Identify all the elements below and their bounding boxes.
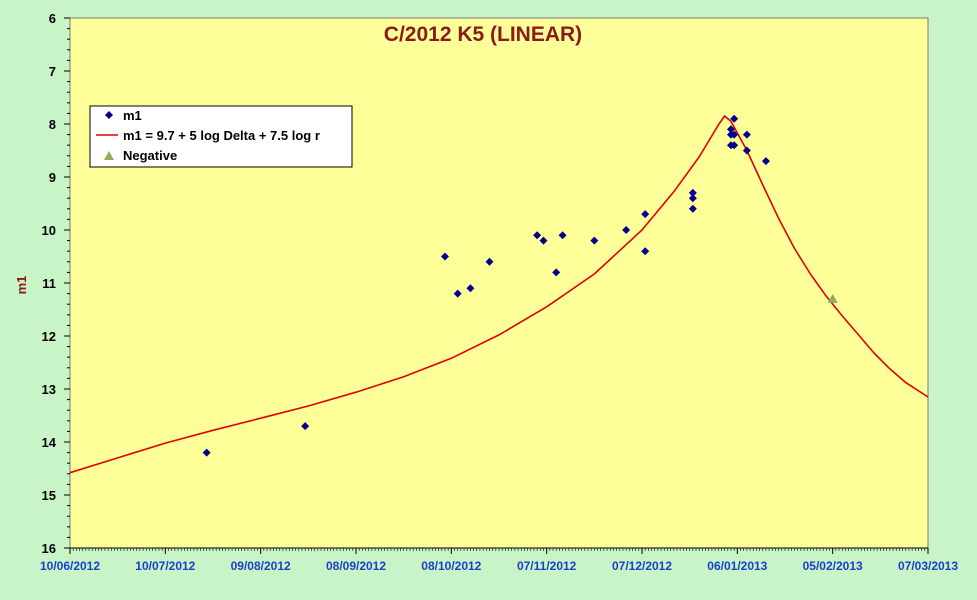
y-tick-label: 16 xyxy=(42,541,56,556)
y-tick-label: 8 xyxy=(49,117,56,132)
negative-point xyxy=(827,293,838,303)
model-curve xyxy=(69,115,929,474)
m1-point xyxy=(742,146,751,155)
x-tick-label: 08/09/2012 xyxy=(326,559,386,573)
legend: m1 m1 = 9.7 + 5 log Delta + 7.5 log r Ne… xyxy=(89,105,353,168)
y-tick-label: 9 xyxy=(49,170,56,185)
m1-point xyxy=(301,422,310,431)
y-axis: 6 7 8 9 10 11 12 13 14 15 16 xyxy=(42,11,70,556)
m1-point xyxy=(730,141,739,150)
m1-point xyxy=(440,252,449,261)
m1-point xyxy=(590,236,599,245)
y-tick-label: 10 xyxy=(42,223,56,238)
series-layer xyxy=(69,114,929,474)
legend-label-model: m1 = 9.7 + 5 log Delta + 7.5 log r xyxy=(123,128,320,143)
m1-point xyxy=(539,236,548,245)
legend-label-m1: m1 xyxy=(123,108,142,123)
y-tick-label: 13 xyxy=(42,382,56,397)
y-tick-label: 6 xyxy=(49,11,56,26)
x-tick-label: 10/06/2012 xyxy=(40,559,100,573)
x-tick-label: 06/01/2013 xyxy=(707,559,767,573)
m1-point xyxy=(761,157,770,166)
m1-point xyxy=(558,231,567,240)
x-tick-label: 07/12/2012 xyxy=(612,559,672,573)
legend-marker-m1 xyxy=(105,111,113,119)
y-tick-label: 15 xyxy=(42,488,56,503)
legend-box xyxy=(89,105,353,168)
m1-point xyxy=(730,114,739,123)
x-tick-label: 07/03/2013 xyxy=(898,559,958,573)
m1-point xyxy=(726,125,735,134)
plot-area xyxy=(69,17,929,549)
y-tick-label: 11 xyxy=(42,276,56,291)
y-tick-label: 14 xyxy=(42,435,57,450)
m1-point xyxy=(730,130,739,139)
m1-point xyxy=(742,130,751,139)
m1-point xyxy=(453,289,462,298)
x-tick-label: 05/02/2013 xyxy=(803,559,863,573)
m1-point xyxy=(641,247,650,256)
legend-marker-negative xyxy=(104,151,114,160)
m1-point xyxy=(485,257,494,266)
m1-point xyxy=(688,204,697,213)
m1-point xyxy=(641,210,650,219)
x-tick-label: 10/07/2012 xyxy=(135,559,195,573)
m1-point xyxy=(622,226,631,234)
m1-point xyxy=(466,284,475,293)
m1-point xyxy=(552,268,561,277)
m1-point xyxy=(688,188,697,197)
chart-title: C/2012 K5 (LINEAR) xyxy=(384,23,582,46)
x-axis: 10/06/2012 10/07/2012 09/08/2012 08/09/2012… xyxy=(40,547,958,573)
x-tick-label: 08/10/2012 xyxy=(421,559,481,573)
y-tick-label: 12 xyxy=(42,329,56,344)
y-tick-label: 7 xyxy=(49,64,56,79)
legend-label-negative: Negative xyxy=(123,148,177,163)
m1-point xyxy=(688,194,697,203)
m1-point xyxy=(533,231,542,240)
x-tick-label: 07/11/2012 xyxy=(517,559,577,573)
m1-point xyxy=(202,448,211,457)
y-axis-label: m1 xyxy=(14,276,29,295)
x-tick-label: 09/08/2012 xyxy=(231,559,291,573)
